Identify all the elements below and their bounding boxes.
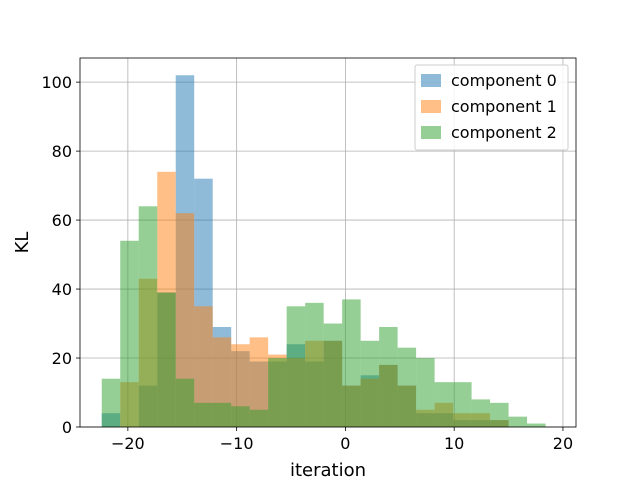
histogram-bar: [305, 302, 324, 427]
histogram-bar: [434, 382, 454, 427]
histogram-bar: [471, 399, 491, 427]
histogram-bar: [249, 337, 269, 427]
histogram-bar: [157, 292, 176, 427]
histogram-bar: [342, 299, 361, 427]
y-tick-label: 20: [52, 349, 72, 368]
histogram-bar: [323, 323, 343, 427]
y-tick-label: 60: [52, 211, 72, 230]
histogram-bar: [268, 358, 287, 427]
histogram-bar: [231, 406, 250, 427]
axis-ticks: −20 −10 0 10 20 0 20 40 60 80 100: [41, 73, 573, 453]
x-tick-label: 20: [553, 434, 573, 453]
x-tick-label: −20: [111, 434, 145, 453]
y-tick-label: 0: [62, 418, 72, 437]
y-tick-label: 80: [52, 142, 72, 161]
plot-frame: [79, 57, 577, 428]
x-axis-label: iteration: [290, 460, 366, 480]
histogram-bar: [249, 409, 269, 427]
histogram-bar: [175, 378, 195, 427]
legend-label: component 1: [451, 97, 557, 116]
histogram-bar: [360, 340, 380, 427]
histogram-bar: [397, 347, 417, 427]
histogram-bar: [527, 423, 546, 427]
histogram-bar: [379, 326, 398, 427]
legend-label: component 2: [451, 123, 557, 142]
legend-label: component 0: [451, 71, 557, 90]
histogram-bar: [453, 382, 472, 427]
y-axis-label: KL: [12, 232, 33, 254]
legend-box: [414, 64, 569, 151]
x-tick-label: −10: [220, 434, 254, 453]
histogram-bar: [490, 402, 509, 427]
histogram-bars: [101, 75, 546, 428]
legend-swatch: [421, 74, 441, 87]
series-2-bars: [101, 206, 546, 427]
x-tick-label: 10: [444, 434, 464, 453]
histogram-bar: [508, 416, 528, 427]
legend-swatch: [421, 126, 441, 139]
histogram-bar: [175, 213, 195, 427]
histogram-bar: [212, 402, 232, 427]
histogram-bar: [194, 306, 213, 427]
y-tick-label: 100: [41, 73, 72, 92]
histogram-bar: [416, 358, 435, 427]
legend: component 0 component 1 component 2: [414, 64, 569, 151]
histogram-bar: [138, 206, 158, 427]
histogram-bar: [286, 306, 306, 427]
y-tick-label: 40: [52, 280, 72, 299]
x-tick-label: 0: [340, 434, 350, 453]
legend-swatch: [421, 100, 441, 113]
histogram-bar: [101, 378, 121, 427]
histogram-bar: [194, 402, 213, 427]
histogram-bar: [120, 240, 139, 427]
